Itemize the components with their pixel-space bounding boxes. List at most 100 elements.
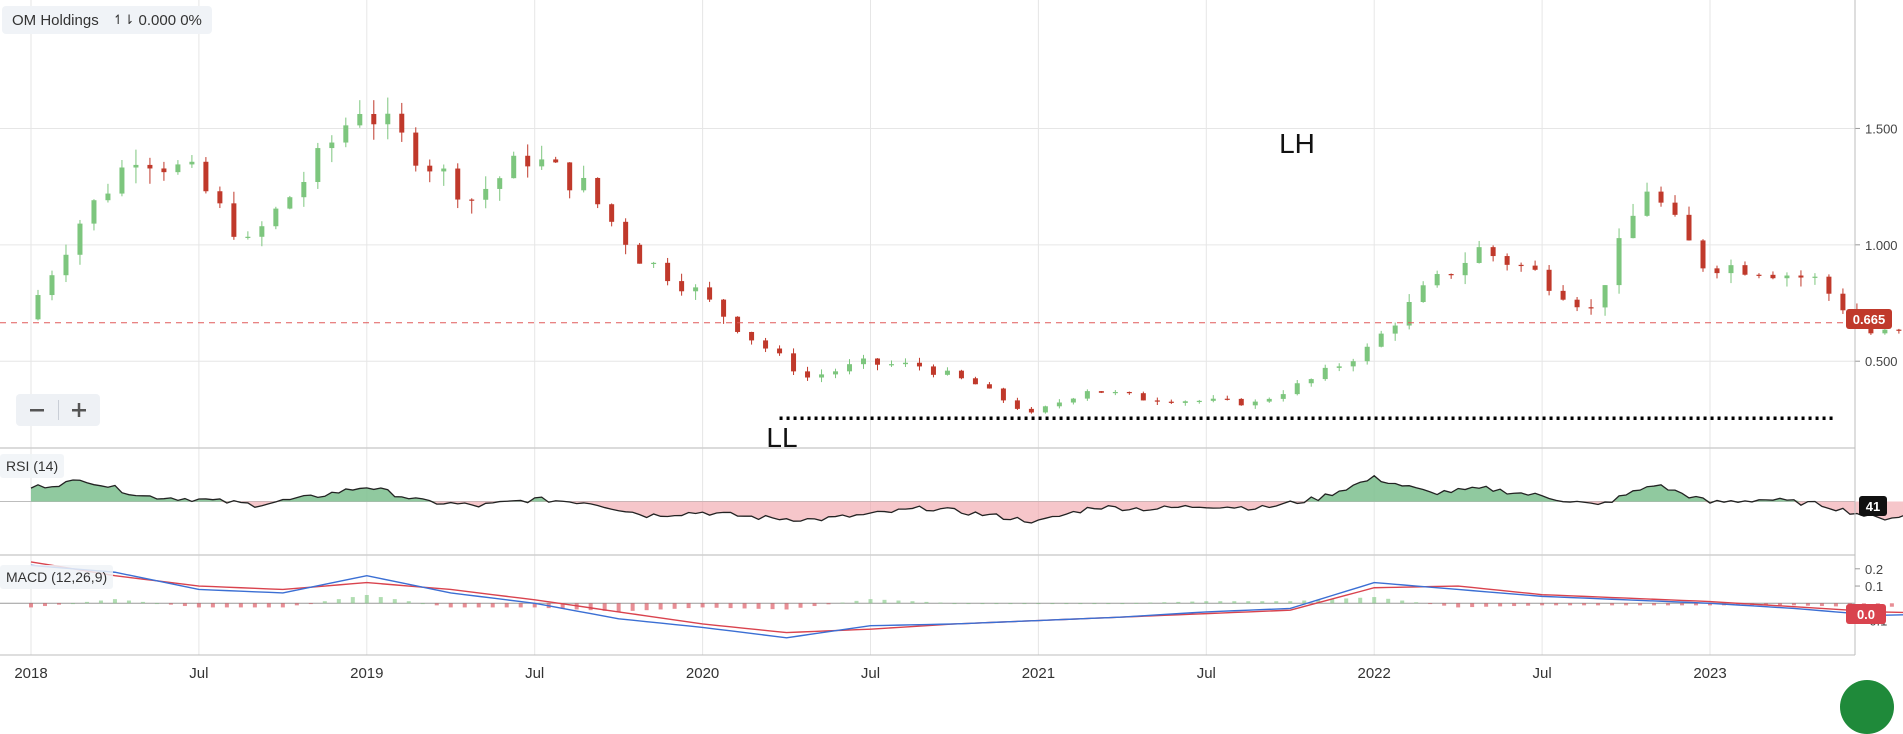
macd-histogram-bar xyxy=(462,603,467,608)
minus-icon xyxy=(30,409,44,412)
macd-histogram-bar xyxy=(700,603,705,608)
x-tick-label: 2020 xyxy=(686,665,719,682)
price-panel xyxy=(0,97,1902,420)
macd-histogram-bar xyxy=(532,603,537,608)
candle-body xyxy=(679,281,685,292)
candle-body xyxy=(1378,333,1384,347)
candle-body xyxy=(1504,256,1510,265)
candle-body xyxy=(483,188,489,200)
candle-body xyxy=(1168,401,1174,403)
macd-histogram-bar xyxy=(126,600,131,604)
macd-histogram-bar xyxy=(560,603,565,609)
candle-body xyxy=(1518,264,1524,267)
macd-histogram-bar xyxy=(1386,598,1391,604)
macd-histogram-bar xyxy=(238,603,243,608)
candle-body xyxy=(497,178,503,189)
macd-histogram-bar xyxy=(448,603,453,608)
macd-label: MACD (12,26,9) xyxy=(0,565,114,589)
macd-tick-label: 0.2 xyxy=(1865,562,1883,577)
macd-histogram-bar xyxy=(1008,603,1013,605)
candle-body xyxy=(916,362,922,367)
candle-body xyxy=(119,167,125,194)
candle-body xyxy=(1574,299,1580,308)
rsi-line xyxy=(30,474,1903,524)
candle-body xyxy=(35,295,41,320)
macd-histogram-bar xyxy=(98,600,103,604)
candle-body xyxy=(203,161,209,192)
macd-histogram-bar xyxy=(1218,601,1223,604)
macd-histogram-bar xyxy=(1176,601,1181,604)
candle-body xyxy=(399,113,405,133)
rsi-panel xyxy=(0,474,1903,524)
candle-body xyxy=(511,155,517,179)
macd-histogram-bar xyxy=(364,595,369,604)
candle-body xyxy=(902,362,908,365)
macd-histogram-bar xyxy=(854,600,859,604)
macd-histogram-bar xyxy=(1456,603,1461,608)
candle-body xyxy=(609,204,615,222)
macd-histogram-bar xyxy=(896,600,901,604)
macd-histogram-bar xyxy=(602,603,607,611)
macd-histogram-bar xyxy=(924,601,929,604)
candle-body xyxy=(1084,391,1090,399)
candle-body xyxy=(791,353,797,372)
macd-histogram-bar xyxy=(686,603,691,609)
candle-body xyxy=(427,165,433,172)
candle-body xyxy=(1336,366,1342,368)
macd-histogram-bar xyxy=(1260,601,1265,604)
candle-body xyxy=(1364,346,1370,362)
candle-body xyxy=(77,223,83,255)
candle-body xyxy=(595,177,601,205)
candle-body xyxy=(874,358,880,365)
candle-body xyxy=(986,384,992,389)
candle-body xyxy=(1532,265,1538,270)
candle-body xyxy=(819,374,825,378)
macd-histogram-bar xyxy=(1484,603,1489,607)
macd-histogram-bar xyxy=(1624,603,1629,606)
macd-histogram-bar xyxy=(1330,599,1335,604)
chat-button[interactable] xyxy=(1840,680,1894,734)
candle-body xyxy=(749,331,755,341)
candle-body xyxy=(441,168,447,172)
zoom-out-button[interactable] xyxy=(16,394,58,426)
macd-histogram-bar xyxy=(518,603,523,608)
candle-body xyxy=(1392,325,1398,334)
macd-histogram-bar xyxy=(378,597,383,604)
x-tick-label: 2023 xyxy=(1693,665,1726,682)
macd-histogram-bar xyxy=(966,603,971,605)
candle-body xyxy=(63,254,69,276)
candle-body xyxy=(1182,401,1188,403)
candle-body xyxy=(413,132,419,166)
chart-grid xyxy=(0,0,1855,655)
candle-body xyxy=(1840,293,1846,311)
macd-histogram-bar xyxy=(56,603,61,605)
macd-histogram-bar xyxy=(714,603,719,608)
candle-body xyxy=(777,348,783,354)
candle-body xyxy=(623,221,629,245)
macd-histogram-bar xyxy=(826,603,831,605)
macd-histogram-bar xyxy=(1470,603,1475,608)
candle-body xyxy=(707,287,713,300)
candle-body xyxy=(1770,274,1776,279)
macd-histogram-bar xyxy=(1512,603,1517,607)
macd-histogram-bar xyxy=(588,603,593,611)
candle-body xyxy=(1280,394,1286,399)
candle-body xyxy=(1294,383,1300,395)
candle-body xyxy=(273,208,279,227)
candle-body xyxy=(1322,367,1328,380)
macd-histogram-bar xyxy=(294,603,299,606)
zoom-in-button[interactable] xyxy=(58,394,100,426)
candle-body xyxy=(1056,402,1062,407)
candle-body xyxy=(1784,275,1790,279)
candle-body xyxy=(1616,238,1622,286)
price-tick-label: 1.500 xyxy=(1865,121,1898,136)
chart-canvas[interactable]: 2018 Jul 2019 Jul 2020 Jul 2021 Jul 2022 Jul 2023 0… xyxy=(0,0,1903,688)
macd-histogram-bar xyxy=(616,603,621,612)
macd-histogram-bar xyxy=(1666,603,1671,606)
macd-histogram-bar xyxy=(1344,598,1349,604)
macd-histogram-bar xyxy=(140,601,145,604)
candle-body xyxy=(972,378,978,385)
macd-histogram-bar xyxy=(784,603,789,610)
macd-histogram-bar xyxy=(658,603,663,610)
candle-body xyxy=(861,358,867,365)
